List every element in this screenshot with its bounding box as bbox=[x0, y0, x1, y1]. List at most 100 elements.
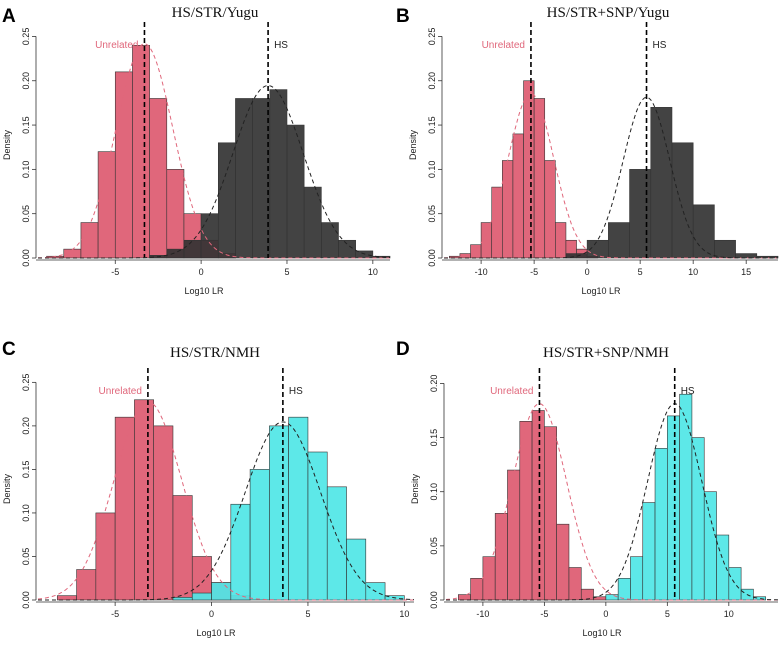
histogram-bar bbox=[531, 410, 545, 601]
panel-d: D HS/STR+SNP/NMH Unrelated HS -10 -5 0 5 10 0.00 0… bbox=[396, 339, 779, 638]
panel-label: C bbox=[2, 339, 16, 360]
series-label-unrelated: Unrelated bbox=[95, 40, 138, 51]
histogram-bar bbox=[183, 239, 202, 259]
histogram-bar bbox=[482, 556, 496, 601]
y-tick-label: 0.00 bbox=[429, 591, 439, 609]
y-tick-label: 0.05 bbox=[429, 537, 439, 555]
chart-title: HS/STR/Yugu bbox=[172, 5, 259, 21]
x-tick-label: 5 bbox=[305, 609, 310, 619]
histogram-bar bbox=[654, 448, 668, 601]
chart-title: HS/STR/NMH bbox=[170, 345, 260, 361]
y-tick-label: 0.10 bbox=[427, 161, 437, 179]
histogram-bar bbox=[642, 502, 656, 601]
x-tick-label: 0 bbox=[209, 609, 214, 619]
y-axis-title: Density bbox=[2, 129, 12, 160]
histogram-bar bbox=[703, 491, 717, 601]
panel-b: B HS/STR+SNP/Yugu Unrelated HS -10 -5 0 5 10 15 0.… bbox=[396, 5, 779, 296]
histogram-bar bbox=[470, 244, 482, 259]
series-hs bbox=[149, 89, 391, 259]
histogram-bar bbox=[756, 255, 779, 259]
series-hs bbox=[605, 393, 767, 601]
y-tick-label: 0.05 bbox=[427, 205, 437, 223]
histogram-bar bbox=[326, 486, 347, 601]
x-tick-label: 5 bbox=[665, 609, 670, 619]
x-tick-label: 5 bbox=[284, 267, 289, 277]
histogram-bar bbox=[132, 44, 150, 259]
series-unrelated bbox=[56, 399, 251, 601]
density-curve-hs bbox=[38, 421, 415, 601]
density-curve-unrelated bbox=[37, 401, 414, 601]
histogram-bar bbox=[97, 151, 116, 259]
y-axis-title: Density bbox=[2, 473, 12, 504]
histogram-bar bbox=[134, 399, 154, 601]
density-curve-unrelated bbox=[445, 403, 778, 601]
histogram-bar bbox=[728, 567, 742, 601]
histogram-bar bbox=[217, 142, 236, 259]
y-tick-label: 0.00 bbox=[21, 591, 31, 609]
histogram-bar bbox=[556, 523, 570, 601]
histogram-bar bbox=[288, 416, 309, 601]
histogram-bar bbox=[650, 107, 673, 259]
series-label-hs: HS bbox=[289, 386, 303, 397]
series-hs bbox=[565, 107, 779, 259]
histogram-bar bbox=[753, 596, 767, 601]
series-hs bbox=[172, 416, 405, 601]
y-tick-label: 0.25 bbox=[21, 374, 31, 392]
histogram-bar bbox=[679, 393, 693, 601]
histogram-bar bbox=[491, 186, 503, 259]
y-axis-title: Density bbox=[408, 129, 418, 160]
histogram-bar bbox=[200, 213, 219, 259]
y-tick-label: 0.20 bbox=[21, 72, 31, 90]
series-label-unrelated: Unrelated bbox=[490, 386, 533, 397]
density-curve-hs bbox=[444, 96, 778, 259]
y-tick-label: 0.10 bbox=[21, 161, 31, 179]
x-axis-title: Log10 LR bbox=[196, 628, 236, 638]
histogram-bar bbox=[149, 98, 168, 259]
histogram-bar bbox=[56, 595, 77, 601]
series-label-unrelated: Unrelated bbox=[482, 40, 525, 51]
chart-title: HS/STR+SNP/Yugu bbox=[547, 5, 670, 21]
histogram-bar bbox=[544, 426, 557, 601]
histogram-bar bbox=[252, 98, 271, 259]
histogram-bar bbox=[512, 133, 524, 259]
histogram-bar bbox=[716, 534, 730, 601]
panel-a: A HS/STR/Yugu Unrelated HS -5 0 5 10 0.00 0.05 0.1… bbox=[2, 5, 391, 296]
series-label-hs: HS bbox=[653, 40, 667, 51]
density-curve-hs bbox=[38, 85, 391, 259]
histogram-bar bbox=[523, 80, 535, 259]
x-tick-label: 5 bbox=[638, 267, 643, 277]
histogram-bar bbox=[714, 239, 736, 259]
density-curve-unrelated bbox=[38, 43, 390, 259]
series-unrelated bbox=[449, 80, 599, 259]
histogram-bar bbox=[355, 250, 374, 259]
x-tick-label: 15 bbox=[741, 267, 751, 277]
histogram-bar bbox=[153, 425, 174, 601]
x-tick-label: 10 bbox=[688, 267, 698, 277]
x-tick-label: -10 bbox=[475, 267, 488, 277]
x-axis-title: Log10 LR bbox=[581, 286, 621, 296]
histogram-bar bbox=[307, 451, 328, 601]
y-axis-title: Density bbox=[410, 473, 420, 504]
histogram-bar bbox=[671, 142, 694, 259]
y-tick-label: 0.10 bbox=[429, 483, 439, 501]
histogram-bar bbox=[568, 567, 582, 601]
y-tick-label: 0.25 bbox=[21, 28, 31, 46]
density-curve-hs bbox=[446, 403, 779, 601]
series-label-unrelated: Unrelated bbox=[99, 386, 142, 397]
x-tick-label: -5 bbox=[111, 267, 119, 277]
histogram-bar bbox=[346, 538, 367, 601]
histogram-bar bbox=[629, 169, 652, 259]
panel-label: A bbox=[2, 6, 16, 27]
x-tick-label: 0 bbox=[199, 267, 204, 277]
x-tick-label: 0 bbox=[603, 609, 608, 619]
y-tick-label: 0.05 bbox=[21, 548, 31, 566]
panel-label: B bbox=[396, 6, 410, 27]
y-tick-label: 0.15 bbox=[427, 116, 437, 134]
histogram-bar bbox=[269, 425, 289, 601]
x-tick-label: -5 bbox=[540, 609, 548, 619]
x-axis-title: Log10 LR bbox=[184, 286, 224, 296]
series-label-hs: HS bbox=[274, 40, 288, 51]
y-tick-label: 0.25 bbox=[427, 28, 437, 46]
histogram-bar bbox=[230, 503, 251, 601]
